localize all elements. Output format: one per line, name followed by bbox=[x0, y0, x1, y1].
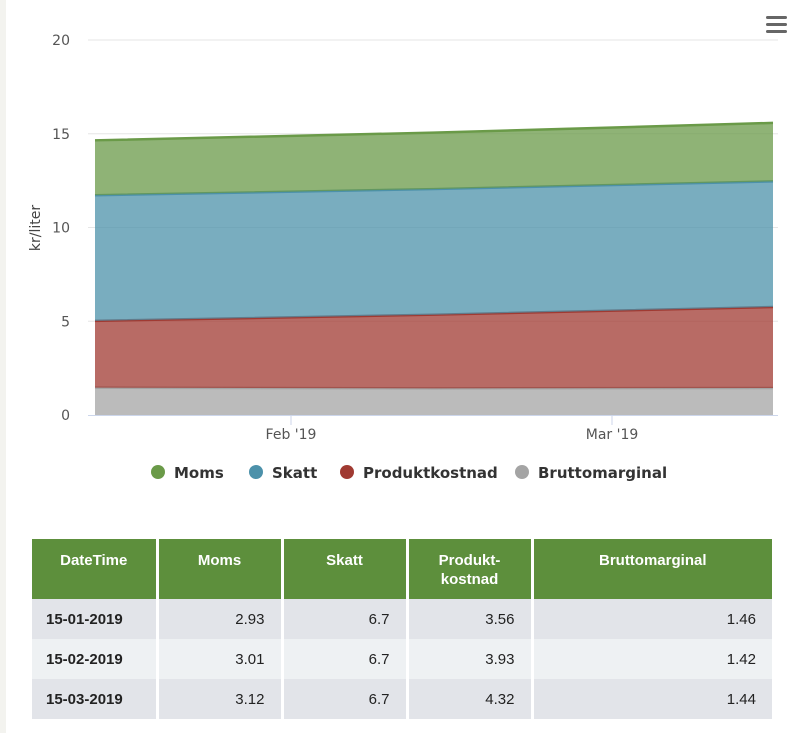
area-bruttomarginal[interactable] bbox=[95, 387, 773, 415]
column-header-datetime[interactable]: DateTime bbox=[32, 539, 159, 599]
cell-moms: 3.01 bbox=[157, 639, 284, 679]
cell-skatt: 6.7 bbox=[282, 639, 409, 679]
cell-date: 15-01-2019 bbox=[32, 599, 159, 639]
y-axis-title: kr/liter bbox=[28, 205, 44, 251]
legend-item-produktkostnad[interactable]: Produktkostnad bbox=[340, 464, 498, 482]
table-header-row: DateTime Moms Skatt Produkt- kostnad Bru… bbox=[32, 539, 772, 599]
legend-item-moms[interactable]: Moms bbox=[151, 464, 224, 482]
data-table: DateTime Moms Skatt Produkt- kostnad Bru… bbox=[32, 539, 772, 719]
y-tick-label: 10 bbox=[52, 221, 70, 237]
area-produktkostnad[interactable] bbox=[95, 307, 773, 389]
column-header-moms[interactable]: Moms bbox=[157, 539, 284, 599]
y-tick-label: 5 bbox=[61, 314, 70, 330]
area-moms[interactable] bbox=[95, 122, 773, 196]
legend-item-bruttomarginal[interactable]: Bruttomarginal bbox=[515, 464, 667, 482]
legend-label: Skatt bbox=[272, 464, 317, 482]
cell-bruttomarginal: 1.44 bbox=[532, 679, 772, 719]
table-row: 15-03-2019 3.12 6.7 4.32 1.44 bbox=[32, 679, 772, 719]
column-header-bruttomarginal[interactable]: Bruttomarginal bbox=[532, 539, 772, 599]
cell-produktkostnad: 3.93 bbox=[407, 639, 534, 679]
column-header-produktkostnad[interactable]: Produkt- kostnad bbox=[407, 539, 534, 599]
cell-moms: 2.93 bbox=[157, 599, 284, 639]
table-row: 15-02-2019 3.01 6.7 3.93 1.42 bbox=[32, 639, 772, 679]
line-skatt[interactable] bbox=[94, 180, 774, 197]
cell-skatt: 6.7 bbox=[282, 679, 409, 719]
x-tick-label: Mar '19 bbox=[586, 427, 639, 443]
legend-label: Moms bbox=[174, 464, 224, 482]
cell-bruttomarginal: 1.42 bbox=[532, 639, 772, 679]
legend-marker bbox=[340, 465, 354, 479]
area-series bbox=[94, 121, 774, 415]
cell-skatt: 6.7 bbox=[282, 599, 409, 639]
y-tick-label: 15 bbox=[52, 127, 70, 143]
area-skatt[interactable] bbox=[95, 181, 773, 321]
legend-marker bbox=[151, 465, 165, 479]
cell-date: 15-02-2019 bbox=[32, 639, 159, 679]
legend: Moms Skatt Produktkostnad Bruttomarginal bbox=[151, 464, 667, 482]
page-left-border bbox=[0, 0, 6, 733]
y-tick-label: 0 bbox=[61, 408, 70, 424]
cell-date: 15-03-2019 bbox=[32, 679, 159, 719]
menu-bar bbox=[766, 30, 787, 33]
cell-produktkostnad: 4.32 bbox=[407, 679, 534, 719]
legend-label: Produktkostnad bbox=[363, 464, 498, 482]
legend-marker bbox=[249, 465, 263, 479]
x-tick-label: Feb '19 bbox=[266, 427, 317, 443]
line-produktkostnad[interactable] bbox=[94, 305, 774, 323]
cell-bruttomarginal: 1.46 bbox=[532, 599, 772, 639]
legend-marker bbox=[515, 465, 529, 479]
hamburger-menu-icon[interactable] bbox=[760, 12, 792, 38]
legend-label: Bruttomarginal bbox=[538, 464, 667, 482]
table-row: 15-01-2019 2.93 6.7 3.56 1.46 bbox=[32, 599, 772, 639]
column-header-skatt[interactable]: Skatt bbox=[282, 539, 409, 599]
stacked-area-chart: 0 5 10 15 20 Feb '19 Mar '19 kr/liter Moms Ska… bbox=[28, 33, 778, 482]
menu-bar bbox=[766, 16, 787, 19]
line-moms[interactable] bbox=[94, 121, 774, 142]
cell-produktkostnad: 3.56 bbox=[407, 599, 534, 639]
menu-bar bbox=[766, 23, 787, 26]
legend-item-skatt[interactable]: Skatt bbox=[249, 464, 317, 482]
y-tick-label: 20 bbox=[52, 33, 70, 49]
axes: Feb '19 Mar '19 bbox=[88, 415, 778, 443]
cell-moms: 3.12 bbox=[157, 679, 284, 719]
